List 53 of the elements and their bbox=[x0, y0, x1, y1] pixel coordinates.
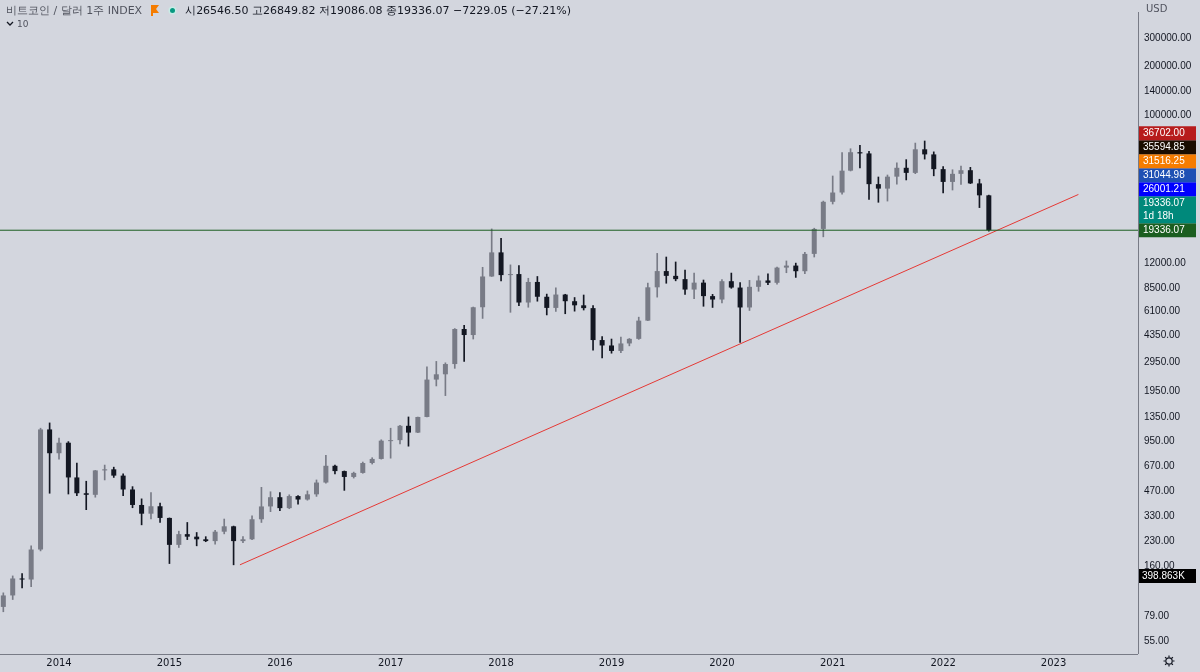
annotation: 10 bbox=[17, 19, 29, 29]
candlestick bbox=[903, 159, 909, 181]
text: 31516.25 bbox=[1143, 154, 1186, 166]
y-tick-label: 160.00 bbox=[1144, 560, 1176, 572]
x-tick-label: 2015 bbox=[156, 656, 183, 668]
x-tick-label: 2018 bbox=[488, 656, 514, 668]
candlestick bbox=[765, 273, 771, 285]
x-tick-label: 2023 bbox=[1040, 656, 1067, 668]
y-tick-label: 8500.00 bbox=[1144, 281, 1181, 293]
x-tick-label: 2021 bbox=[819, 656, 846, 668]
chart-title: 비트코인 / 달러 1주 INDEX bbox=[6, 3, 143, 18]
candlestick bbox=[958, 165, 964, 185]
y-tick-label: 12000.00 bbox=[1144, 257, 1187, 269]
text: 26001.21 bbox=[1143, 182, 1186, 194]
y-tick-label: 200000.00 bbox=[1144, 60, 1192, 72]
x-tick-label: 2016 bbox=[267, 656, 293, 668]
y-tick-label: 470.00 bbox=[1144, 484, 1176, 496]
candlestick bbox=[581, 294, 587, 311]
text: 19336.07 1d 18h bbox=[1143, 196, 1186, 221]
candlestick bbox=[433, 361, 439, 387]
candlestick bbox=[19, 573, 25, 589]
text: 398.863K bbox=[1142, 569, 1186, 581]
candlestick bbox=[599, 336, 605, 359]
text: 35594.85 bbox=[1143, 140, 1186, 152]
candlestick bbox=[184, 522, 190, 540]
y-tick-label: 6100.00 bbox=[1144, 304, 1181, 316]
y-tick-label: 1350.00 bbox=[1144, 410, 1181, 422]
x-tick-label: 2017 bbox=[377, 656, 404, 668]
y-tick-label: 300000.00 bbox=[1144, 31, 1192, 43]
x-tick-label: 2019 bbox=[598, 656, 625, 668]
ref-line-label: 19336.07 bbox=[1143, 223, 1186, 235]
y-axis-title: USD bbox=[1146, 3, 1168, 14]
y-tick-label: 140000.00 bbox=[1144, 85, 1192, 97]
x-tick-label: 2014 bbox=[46, 656, 72, 668]
candlestick bbox=[461, 325, 467, 362]
y-tick-label: 230.00 bbox=[1144, 534, 1176, 546]
chart-subtitle: 시26546.50 고26849.82 저19086.08 종19336.07 −7229.05 (−27.21%) bbox=[185, 3, 572, 18]
y-tick-label: 55.00 bbox=[1144, 635, 1170, 647]
text: 31044.98 bbox=[1143, 168, 1186, 180]
y-tick-label: 79.00 bbox=[1144, 609, 1170, 621]
y-tick-label: 670.00 bbox=[1144, 459, 1176, 471]
x-tick-label: 2022 bbox=[930, 656, 956, 668]
x-tick-label: 2020 bbox=[709, 656, 735, 668]
text: 36702.00 bbox=[1143, 126, 1186, 138]
candlestick bbox=[240, 536, 246, 543]
candlestick bbox=[83, 480, 89, 510]
y-tick-label: 330.00 bbox=[1144, 509, 1176, 521]
y-tick-label: 2950.00 bbox=[1144, 355, 1181, 367]
y-tick-label: 1950.00 bbox=[1144, 384, 1181, 396]
y-tick-label: 100000.00 bbox=[1144, 108, 1192, 120]
y-tick-label: 950.00 bbox=[1144, 435, 1176, 447]
y-tick-label: 4350.00 bbox=[1144, 328, 1181, 340]
candlestick bbox=[663, 256, 669, 284]
